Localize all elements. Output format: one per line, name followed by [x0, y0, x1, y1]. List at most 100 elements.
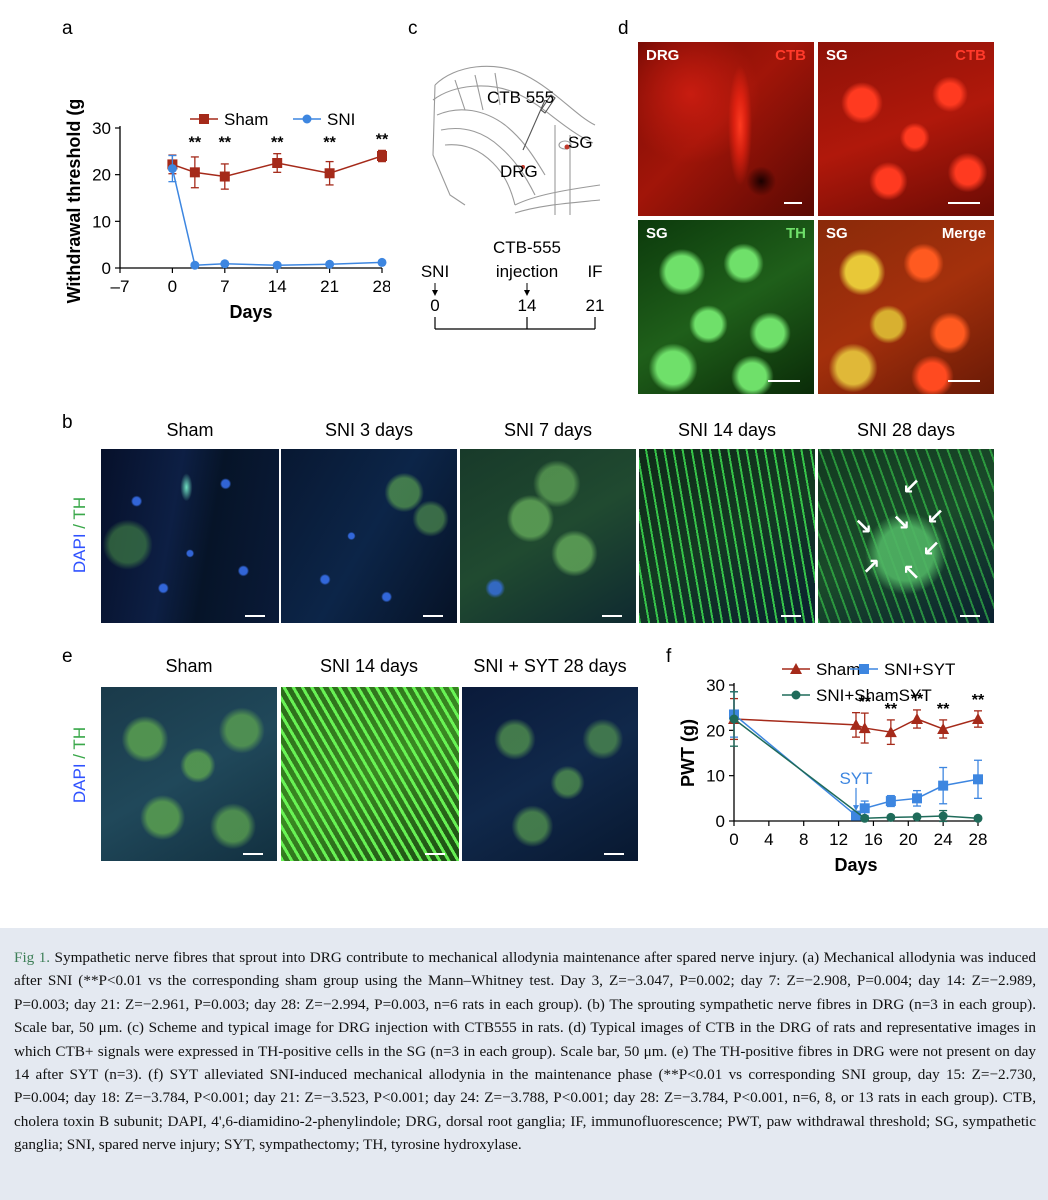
micrograph-e-sni14	[281, 687, 459, 861]
panel-letter-e: e	[62, 646, 73, 667]
micrograph-d-drg-ctb: DRG CTB	[638, 42, 814, 216]
scale-bar	[425, 853, 445, 855]
timeline: SNI CTB-555 injection IF 0 14 21	[421, 238, 605, 330]
series-line	[171, 168, 383, 266]
col-title-b-sni14: SNI 14 days	[677, 420, 777, 440]
chart-f: 0 10 20 30 0 4 8 12 16 20 24 28 Days PWT (g) ** ** ** ** *…	[678, 660, 987, 875]
drg-label: DRG	[500, 162, 538, 181]
label-d4-left: SG	[826, 225, 848, 242]
panel-e-side-label: DAPI / TH	[70, 726, 89, 804]
y-tick-label: 10	[706, 767, 725, 786]
micrograph-e-sni-syt28	[462, 687, 638, 861]
data-point	[858, 722, 871, 734]
data-point	[885, 796, 896, 807]
y-tick-label: 20	[706, 721, 725, 740]
significance-mark: **	[972, 692, 985, 709]
data-point	[272, 158, 283, 168]
timeline-day-21: 21	[586, 296, 605, 315]
data-point	[937, 722, 950, 734]
col-title-e-sni-syt28: SNI + SYT 28 days	[473, 656, 627, 676]
timeline-ctb555: CTB-555	[493, 238, 561, 257]
timeline-sni: SNI	[421, 262, 449, 281]
syt-annotation: SYT	[839, 769, 872, 788]
scale-bar	[245, 615, 265, 617]
figure-caption: Fig 1. Sympathetic nerve fibres that spr…	[14, 946, 1036, 1157]
y-tick-label: 30	[92, 119, 111, 138]
series-Sham	[167, 149, 387, 190]
sg-label: SG	[568, 133, 593, 152]
micrograph-b-sham	[101, 449, 279, 623]
micrograph-d-sg-ctb: SG CTB	[818, 42, 994, 216]
scale-bar	[423, 615, 443, 617]
significance-mark: **	[911, 691, 924, 708]
arrow-icon: ↙	[926, 505, 945, 530]
arrow-icon: ↙	[902, 475, 921, 500]
x-tick-label: 4	[764, 830, 773, 849]
micrograph-b-sni3	[281, 449, 457, 623]
data-point	[220, 259, 230, 269]
scale-bar	[604, 853, 624, 855]
significance-mark: **	[937, 701, 950, 718]
data-point	[272, 260, 282, 270]
legend-marker	[790, 663, 802, 674]
micrograph-b-sni7	[460, 449, 636, 623]
syt-arrow-head	[853, 805, 859, 812]
x-tick-label: 7	[220, 277, 229, 296]
x-axis-label: Days	[834, 855, 877, 875]
data-point	[884, 726, 897, 738]
data-point	[938, 780, 949, 791]
y-tick-label: 0	[102, 259, 111, 278]
data-point	[973, 774, 983, 785]
x-tick-label: 0	[729, 830, 738, 849]
x-tick-label: 20	[899, 830, 918, 849]
panel-letter-b: b	[62, 412, 73, 433]
significance-mark: **	[885, 701, 898, 718]
anatomy-sketch	[432, 65, 601, 215]
y-tick-label: 30	[706, 676, 725, 695]
significance-mark: **	[376, 131, 389, 148]
significance-mark: **	[858, 694, 871, 711]
timeline-day-14: 14	[518, 296, 537, 315]
data-point	[377, 257, 387, 267]
data-point	[912, 793, 922, 804]
significance-mark: **	[271, 135, 284, 152]
caption-label: Fig 1.	[14, 949, 51, 966]
data-point	[911, 713, 923, 724]
legend: Sham SNI	[190, 110, 355, 129]
data-point	[912, 812, 922, 822]
label-d4-right: Merge	[941, 225, 986, 242]
data-point	[729, 714, 739, 724]
figure-area: a c d b e f 0 10 20 30 –7 0 7 14 21 28 Days Withdra…	[0, 0, 1048, 928]
panel-letter-f: f	[666, 646, 672, 667]
scale-bar	[948, 380, 980, 382]
legend-marker	[859, 664, 869, 674]
data-point	[938, 811, 948, 821]
label-d1-right: CTB	[775, 47, 806, 64]
y-tick-label: 10	[92, 212, 111, 231]
x-tick-label: 21	[320, 277, 339, 296]
x-axis-label: Days	[229, 302, 272, 322]
label-d1-left: DRG	[646, 47, 680, 64]
data-point	[190, 260, 200, 270]
legend-label: Sham	[224, 110, 268, 129]
x-tick-label: 28	[373, 277, 390, 296]
significance-mark: **	[189, 135, 202, 152]
data-point	[860, 813, 870, 823]
scale-bar	[784, 202, 802, 204]
caption-text: Sympathetic nerve fibres that sprout int…	[14, 949, 1036, 1154]
x-tick-label: 14	[268, 277, 287, 296]
arrow-icon: ↖	[902, 561, 921, 586]
data-point	[189, 167, 200, 178]
y-tick-label: 20	[92, 166, 111, 185]
arrow-icon: ↗	[862, 555, 881, 580]
panel-letter-d: d	[618, 18, 629, 39]
label-d2-left: SG	[826, 47, 848, 64]
col-title-e-sham: Sham	[165, 656, 213, 676]
y-axis-label: Withdrawal threshold (g)	[64, 100, 84, 303]
legend-label: SNI+SYT	[884, 660, 955, 679]
x-tick-label: 24	[934, 830, 953, 849]
col-title-b-sni28: SNI 28 days	[856, 420, 956, 440]
x-tick-label: 12	[829, 830, 848, 849]
series-SNI	[167, 154, 387, 270]
legend-marker	[302, 114, 312, 124]
